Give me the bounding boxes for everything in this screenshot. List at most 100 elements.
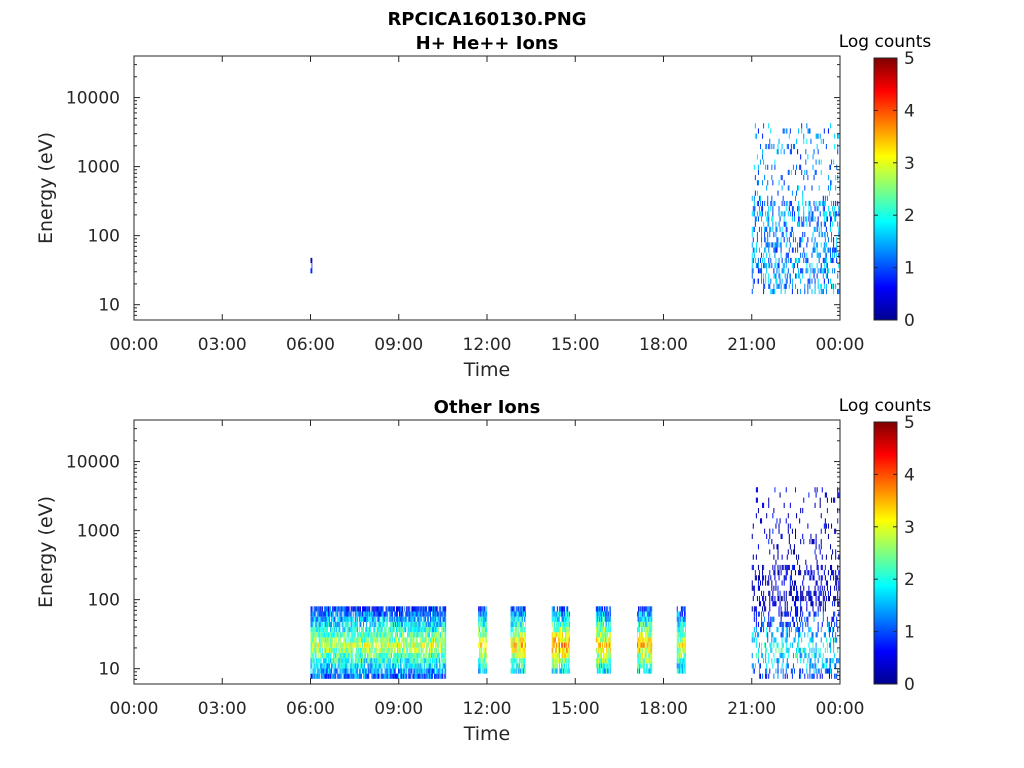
spectrogram-cell <box>785 668 787 674</box>
spectrogram-cell <box>325 668 327 674</box>
spectrogram-cell <box>800 658 802 664</box>
spectrogram-cell <box>811 185 813 191</box>
spectrogram-cell <box>769 606 771 612</box>
spectrogram-cell <box>416 616 418 622</box>
spectrogram-cell <box>833 237 835 243</box>
spectrogram-cell <box>363 632 365 638</box>
spectrogram-cell <box>442 627 444 633</box>
spectrogram-cell <box>610 606 612 612</box>
spectrogram-cell <box>751 231 753 238</box>
spectrogram-cell <box>375 647 377 653</box>
spectrogram-cell <box>837 143 839 150</box>
spectrogram-cell <box>781 268 783 274</box>
spectrogram-cell <box>755 621 757 628</box>
spectrogram-cell <box>334 663 336 669</box>
spectrogram-cell <box>481 611 483 617</box>
spectrogram-cell <box>379 616 381 622</box>
spectrogram-cell <box>835 632 837 638</box>
spectrogram-cell <box>425 627 427 633</box>
spectrogram-cell <box>552 668 554 674</box>
spectrogram-cell <box>803 257 805 264</box>
spectrogram-cell <box>433 606 435 612</box>
spectrogram-cell <box>803 647 805 653</box>
spectrogram-cell <box>341 663 343 669</box>
spectrogram-cell <box>315 642 317 648</box>
spectrogram-cell <box>637 611 639 617</box>
spectrogram-cell <box>478 642 480 648</box>
spectrogram-cell <box>800 668 802 674</box>
spectrogram-cell <box>421 642 423 648</box>
spectrogram-cell <box>390 621 392 628</box>
spectrogram-cell <box>599 616 601 622</box>
spectrogram-cell <box>757 200 759 207</box>
spectrogram-cell <box>523 611 525 617</box>
spectrogram-cell <box>442 663 444 669</box>
spectrogram-cell <box>831 564 833 571</box>
spectrogram-cell <box>524 663 526 669</box>
spectrogram-cell <box>391 637 393 643</box>
spectrogram-cell <box>768 497 770 503</box>
spectrogram-cell <box>312 652 314 659</box>
spectrogram-cell <box>356 647 358 653</box>
spectrogram-cell <box>819 268 821 274</box>
spectrogram-cell <box>638 658 640 664</box>
spectrogram-cell <box>637 632 639 638</box>
spectrogram-cell <box>396 621 399 628</box>
spectrogram-cell <box>785 611 787 617</box>
spectrogram-cell <box>556 611 558 617</box>
spectrogram-cell <box>311 632 313 638</box>
spectrogram-cell <box>333 668 335 674</box>
spectrogram-cell <box>378 658 380 664</box>
spectrogram-cell <box>597 642 599 648</box>
spectrogram-cell <box>513 621 515 628</box>
spectrogram-cell <box>345 606 347 612</box>
spectrogram-cell <box>317 652 319 659</box>
spectrogram-cell <box>599 647 601 653</box>
spectrogram-cell <box>830 668 832 674</box>
spectrogram-cell <box>806 252 808 258</box>
spectrogram-cell <box>385 642 387 648</box>
spectrogram-cell <box>554 611 556 617</box>
spectrogram-cell <box>333 642 335 648</box>
spectrogram-cell <box>440 611 442 617</box>
spectrogram-cell <box>814 658 816 664</box>
spectrogram-cell <box>422 647 424 653</box>
spectrogram-cell <box>603 621 605 628</box>
spectrogram-cell <box>837 668 839 674</box>
spectrogram-cell <box>346 673 348 679</box>
spectrogram-cell <box>791 278 793 284</box>
spectrogram-cell <box>437 637 439 643</box>
spectrogram-cell <box>436 673 438 679</box>
spectrogram-cell <box>815 554 817 560</box>
spectrogram-cell <box>356 606 358 612</box>
spectrogram-cell <box>378 642 380 648</box>
spectrogram-cell <box>608 652 610 659</box>
spectrogram-cell <box>781 200 783 207</box>
spectrogram-cell <box>808 206 810 212</box>
spectrogram-cell <box>483 627 485 633</box>
spectrogram-cell <box>336 647 338 653</box>
spectrogram-cell <box>422 652 424 659</box>
spectrogram-cell <box>599 627 601 633</box>
spectrogram-cell <box>792 206 794 212</box>
spectrogram-cell <box>826 616 828 622</box>
spectrogram-cell <box>444 647 446 653</box>
spectrogram-cell <box>791 263 793 269</box>
spectrogram-cell <box>608 647 610 653</box>
spectrogram-cell <box>483 647 485 653</box>
spectrogram-cell <box>762 652 764 659</box>
spectrogram-cell <box>831 673 833 679</box>
spectrogram-cell <box>552 652 554 659</box>
spectrogram-cell <box>445 642 447 648</box>
spectrogram-cell <box>357 611 359 617</box>
spectrogram-cell <box>834 247 836 253</box>
spectrogram-cell <box>398 627 400 633</box>
spectrogram-cell <box>352 606 354 612</box>
spectrogram-cell <box>781 185 783 191</box>
spectrogram-cell <box>374 647 376 653</box>
spectrogram-cell <box>799 273 801 279</box>
spectrogram-cell <box>377 658 379 664</box>
spectrogram-cell <box>681 647 683 653</box>
spectrogram-cell <box>777 554 779 560</box>
spectrogram-cell <box>801 606 803 612</box>
